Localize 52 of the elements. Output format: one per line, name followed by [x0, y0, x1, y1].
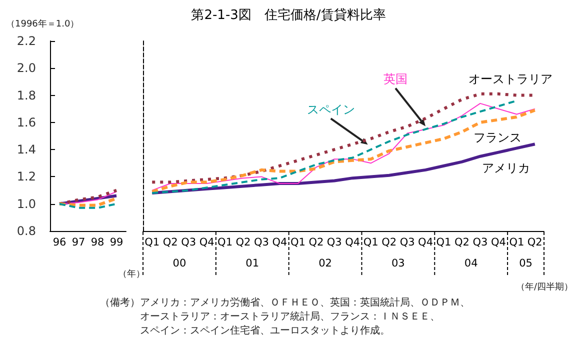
- x-tick-label: 99: [110, 236, 124, 248]
- x-tick-label: Q3: [326, 236, 342, 248]
- text: （備考）アメリカ：アメリカ労働省、ＯＦＨＥＯ、英国：英国統計局、ＯＤＰＭ、: [100, 296, 470, 308]
- x-tick-label: Q2: [454, 236, 470, 248]
- x-tick-label: Q1: [436, 236, 452, 248]
- x-tick-label: 97: [72, 236, 86, 248]
- chart-title: 第2-1-3図 住宅価格/賃貸料比率: [191, 7, 386, 23]
- x-tick-label: 98: [90, 236, 104, 248]
- x-tick-label: Q2: [236, 236, 251, 248]
- y-tick-label: 2.2: [16, 34, 36, 48]
- x-tick-label: Q4: [199, 236, 215, 248]
- x-tick-label: Q4: [418, 236, 434, 248]
- x-tick-label: Q3: [400, 236, 415, 248]
- series-label: フランス: [473, 130, 522, 145]
- y-tick-label: 1.2: [16, 170, 36, 184]
- text: スペイン：スペイン住宅省、ユーロスタットより作成。: [140, 324, 390, 336]
- y-tick-label: 2.0: [16, 61, 36, 76]
- x-tick-label: Q2: [308, 236, 324, 248]
- x-tick-label: Q1: [290, 236, 306, 248]
- y-axis-title: （1996年＝1.0）: [6, 18, 80, 30]
- y-tick-label: 1.4: [16, 142, 36, 157]
- y-tick-label: 1.6: [16, 115, 36, 130]
- x-tick-label: Q1: [218, 236, 232, 248]
- x-tick-label: Q3: [254, 236, 269, 248]
- x-tick-label: Q1: [509, 236, 524, 248]
- x-tick-label: Q2: [162, 236, 178, 248]
- text: スペイン: [306, 102, 355, 117]
- x-tick-label: Q2: [527, 236, 542, 248]
- text: 00: [172, 258, 186, 270]
- y-tick-label: 1.8: [16, 88, 36, 102]
- text: 03: [391, 258, 405, 270]
- x-tick-label: 96: [52, 236, 66, 248]
- x-tick-label: Q1: [363, 236, 378, 248]
- text: オーストラリア：オーストラリア統計局、フランス：ＩＮＳＥＥ、: [140, 310, 440, 322]
- text: 01: [246, 258, 260, 270]
- x-axis-title: （年/四半期）: [516, 282, 574, 292]
- x-tick-label: Q2: [382, 236, 397, 248]
- x-tick-label: Q3: [181, 236, 196, 248]
- x-tick-label: Q4: [345, 236, 360, 248]
- text: 02: [318, 258, 332, 270]
- y-tick-label: 1.0: [16, 196, 36, 211]
- text: 05: [519, 258, 532, 270]
- x-tick-label: Q3: [472, 236, 488, 248]
- x-axis-title: （年）: [118, 268, 145, 280]
- x-tick-label: Q1: [144, 236, 160, 248]
- x-tick-label: Q4: [272, 236, 288, 248]
- x-tick-label: Q4: [490, 236, 506, 248]
- text: 04: [464, 258, 478, 270]
- series-label: オーストラリア: [468, 72, 552, 86]
- y-tick-label: 0.8: [16, 224, 36, 238]
- text: 英国: [384, 72, 408, 86]
- series-label: アメリカ: [482, 161, 530, 176]
